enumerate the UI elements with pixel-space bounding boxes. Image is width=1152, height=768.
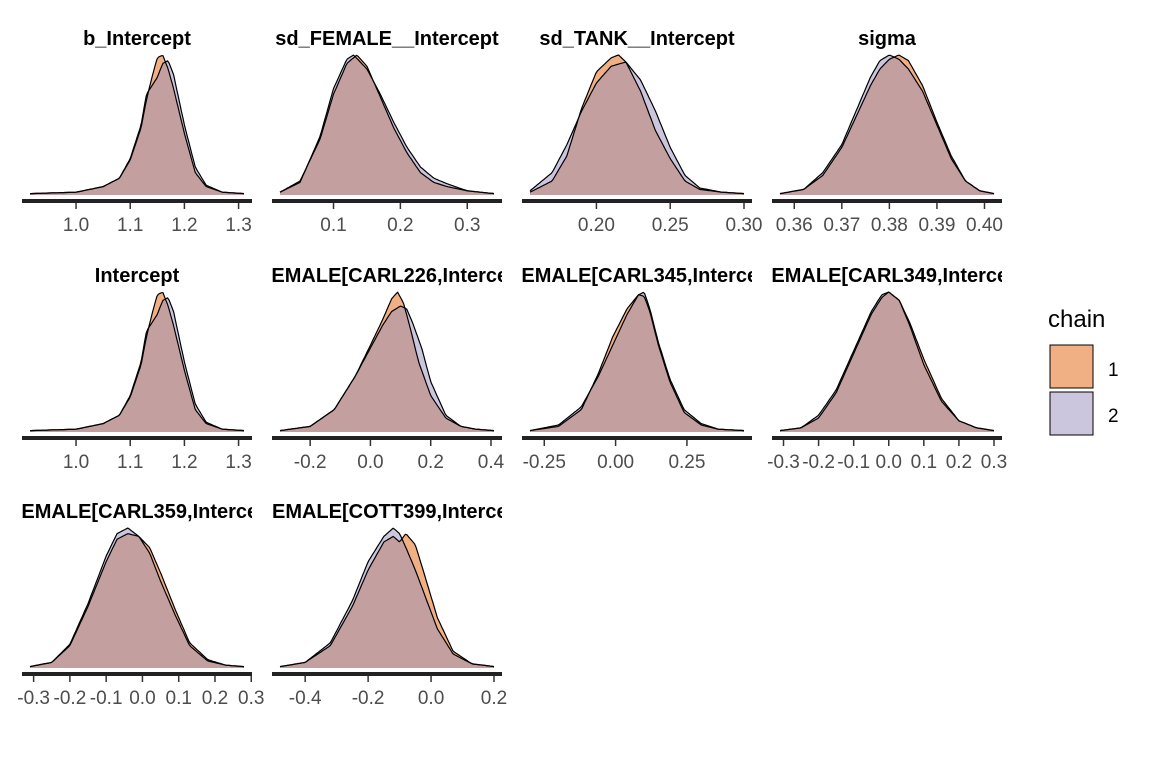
- x-tick-label: 0.00: [597, 452, 634, 473]
- density-overlap: [280, 56, 494, 196]
- x-tick-label: -0.2: [294, 452, 327, 473]
- x-tick-label: 0.0: [418, 688, 444, 709]
- panel-title: r_FEMALE[CARL345,Intercept]: [490, 265, 783, 287]
- x-tick-label: 0.39: [918, 215, 955, 236]
- x-tick-label: 0.1: [320, 215, 346, 236]
- x-tick-label: -0.2: [352, 688, 385, 709]
- legend-label-2: 2: [1108, 406, 1119, 427]
- density-line-chain-1: [29, 533, 245, 668]
- x-tick-label: 0.1: [166, 688, 192, 709]
- facet-panels: 1.0 1.1 1.2 1.3 b_Intercept 0.1 0.2 0.3 sd_FEMAL…: [0, 28, 1033, 709]
- panel-title: r_FEMALE[CARL349,Intercept]: [740, 265, 1033, 287]
- density-line-chain-2: [529, 61, 745, 195]
- x-tick-label: 0.36: [776, 215, 813, 236]
- density-overlap: [280, 306, 494, 432]
- x-tick-label: 1.0: [63, 215, 89, 236]
- x-tick-label: 0.3: [238, 688, 264, 709]
- density-overlap: [30, 62, 244, 195]
- x-tick-label: 0.38: [871, 215, 908, 236]
- panel-title: sd_TANK__Intercept: [539, 28, 735, 50]
- x-tick-label: -0.25: [523, 452, 566, 473]
- panel-10: -0.4 -0.2 0.0 0.2 r_FEMALE[COTT399,Intercept…: [241, 501, 533, 709]
- x-tick-label: 0.37: [823, 215, 860, 236]
- x-tick-label: 0.2: [481, 688, 507, 709]
- legend: chain 1 2: [1048, 306, 1119, 436]
- panel-1: 1.0 1.1 1.2 1.3 b_Intercept: [22, 28, 252, 236]
- legend-title: chain: [1048, 306, 1105, 333]
- x-tick-label: 0.2: [202, 688, 228, 709]
- x-tick-label: 1.0: [63, 452, 89, 473]
- legend-key-2: [1049, 391, 1094, 436]
- x-tick-label: 0.2: [946, 452, 972, 473]
- x-tick-label: 1.1: [117, 215, 143, 236]
- x-tick-label: 0.0: [357, 452, 383, 473]
- density-overlap: [30, 299, 244, 432]
- legend-label-1: 1: [1108, 360, 1119, 381]
- density-line-chain-2: [30, 60, 245, 195]
- x-tick-label: 0.3: [981, 452, 1007, 473]
- x-tick-label: 0.20: [578, 215, 615, 236]
- density-line-chain-2: [279, 527, 495, 668]
- x-tick-label: 0.0: [129, 688, 155, 709]
- x-tick-label: 0.4: [478, 452, 505, 473]
- panel-5: 1.0 1.1 1.2 1.3 Intercept: [22, 265, 252, 473]
- x-tick-label: 1.3: [225, 215, 251, 236]
- density-line-chain-2: [30, 297, 245, 432]
- x-tick-label: 0.25: [652, 215, 689, 236]
- x-tick-label: 1.2: [171, 215, 197, 236]
- panel-2: 0.1 0.2 0.3 sd_FEMALE__Intercept: [272, 28, 502, 236]
- density-line-chain-2: [529, 291, 745, 432]
- x-tick-label: 0.25: [668, 452, 705, 473]
- density-overlap: [780, 292, 994, 432]
- density-overlap: [280, 536, 494, 668]
- x-tick-label: -0.2: [802, 452, 835, 473]
- panel-7: -0.25 0.00 0.25 r_FEMALE[CARL345,Intercept]: [490, 265, 783, 473]
- x-tick-label: 0.3: [454, 215, 480, 236]
- x-tick-label: 0.30: [726, 215, 763, 236]
- x-tick-label: 1.3: [225, 452, 251, 473]
- density-line-chain-1: [279, 54, 495, 195]
- x-tick-label: 0.2: [387, 215, 413, 236]
- density-line-chain-2: [279, 54, 495, 195]
- density-line-chain-1: [279, 533, 495, 668]
- density-line-chain-2: [779, 291, 995, 432]
- density-line-chain-2: [779, 54, 995, 195]
- density-overlap: [30, 533, 244, 668]
- panel-3: 0.20 0.25 0.30 sd_TANK__Intercept: [522, 28, 762, 236]
- x-tick-label: -0.1: [90, 688, 123, 709]
- panel-8: -0.3 -0.2 -0.1 0.0 0.1 0.2 0.3 r_FEMALE[CARL349…: [740, 265, 1033, 473]
- x-tick-label: 0.0: [876, 452, 902, 473]
- x-tick-label: -0.3: [767, 452, 800, 473]
- x-tick-label: 1.1: [117, 452, 143, 473]
- panel-6: -0.2 0.0 0.2 0.4 r_FEMALE[CARL226,Intercept]: [240, 265, 533, 473]
- x-tick-label: -0.1: [837, 452, 870, 473]
- density-overlap: [530, 294, 744, 432]
- panel-title: Intercept: [95, 265, 180, 287]
- x-tick-label: -0.3: [17, 688, 50, 709]
- panel-title: r_FEMALE[COTT399,Intercept]: [241, 501, 533, 523]
- x-tick-label: 0.2: [417, 452, 443, 473]
- panel-title: b_Intercept: [83, 28, 191, 50]
- density-line-chain-2: [29, 527, 245, 668]
- density-line-chain-1: [779, 54, 995, 195]
- panel-9: -0.3 -0.2 -0.1 0.0 0.1 0.2 0.3 r_FEMALE[CARL359…: [0, 501, 284, 709]
- legend-key-1: [1049, 344, 1094, 389]
- density-overlap: [530, 62, 744, 195]
- panel-title: r_FEMALE[CARL226,Intercept]: [240, 265, 533, 287]
- x-tick-label: 1.2: [171, 452, 197, 473]
- density-line-chain-1: [529, 54, 745, 195]
- panel-4: 0.36 0.37 0.38 0.39 0.40 sigma: [772, 28, 1003, 236]
- x-tick-label: -0.2: [54, 688, 87, 709]
- panel-title: r_FEMALE[CARL359,Intercept]: [0, 501, 284, 523]
- panel-title: sd_FEMALE__Intercept: [275, 28, 499, 50]
- x-tick-label: -0.4: [289, 688, 322, 709]
- panel-title: sigma: [858, 28, 917, 50]
- x-tick-label: 0.1: [911, 452, 937, 473]
- density-line-chain-2: [279, 305, 495, 432]
- x-tick-label: 0.40: [966, 215, 1003, 236]
